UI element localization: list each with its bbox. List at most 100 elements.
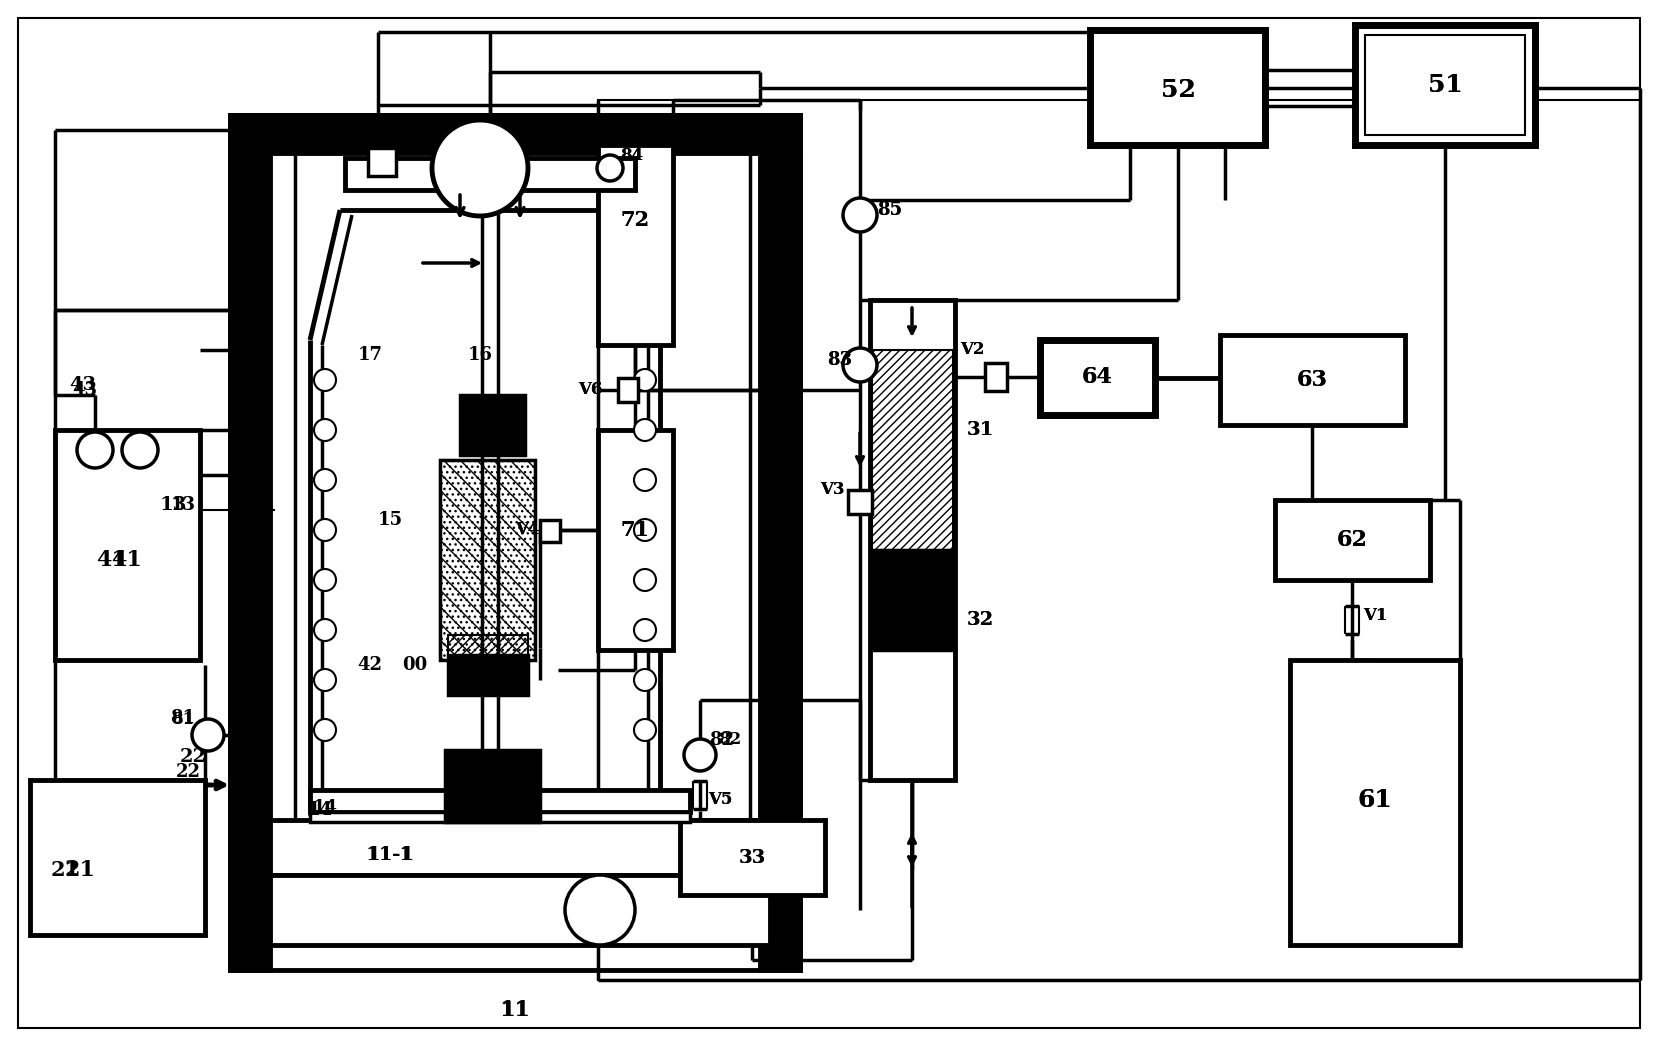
Text: 41: 41 [96,549,128,571]
Bar [310,790,689,812]
Text: V5: V5 [708,792,732,809]
Text: 17: 17 [358,345,383,364]
Text: 43: 43 [70,376,96,394]
Text: 61: 61 [1357,788,1392,812]
Circle shape [123,432,157,468]
Text: 16: 16 [467,345,492,364]
Circle shape [432,120,527,216]
Circle shape [633,619,656,641]
Bar [1289,660,1460,945]
Text: 12: 12 [240,146,267,164]
Text: 71: 71 [620,520,650,540]
Text: 72: 72 [620,210,650,230]
Circle shape [633,369,656,391]
Circle shape [313,519,336,541]
Circle shape [684,739,716,771]
Text: 72: 72 [620,210,650,230]
Bar [444,750,540,822]
Text: 82: 82 [717,731,741,748]
Bar [679,820,825,895]
Bar [230,115,800,971]
Text: 85: 85 [877,201,901,219]
Text: 63: 63 [1296,369,1327,391]
Bar [984,362,1006,391]
Circle shape [313,719,336,741]
Text: 14: 14 [307,802,333,819]
Text: 31: 31 [966,421,993,439]
Text: 64: 64 [1080,366,1112,388]
Text: 11: 11 [499,999,530,1020]
Text: V1: V1 [1362,607,1387,624]
Bar [270,875,769,945]
Bar [439,460,535,660]
Text: 00: 00 [403,656,428,674]
Circle shape [842,348,877,382]
Circle shape [633,669,656,691]
Bar [598,100,1639,980]
Bar [1089,30,1264,145]
Bar [439,460,535,660]
Bar [270,820,769,875]
Bar [872,350,953,550]
Bar [230,115,800,153]
Text: 85: 85 [877,201,901,219]
Bar [1274,500,1428,580]
Circle shape [313,369,336,391]
Text: V3: V3 [819,482,843,499]
Text: 81: 81 [171,709,196,727]
Text: V4: V4 [515,522,539,539]
Circle shape [313,669,336,691]
Text: 13: 13 [159,496,187,514]
Text: 43: 43 [73,381,98,399]
Circle shape [76,432,113,468]
Text: 13: 13 [171,496,196,514]
Text: 33: 33 [737,849,766,867]
Bar [847,490,872,514]
Circle shape [633,519,656,541]
Text: 81: 81 [171,711,194,728]
Text: 51: 51 [1427,73,1461,97]
Bar [1220,335,1403,425]
Circle shape [313,419,336,441]
Text: V3: V3 [819,482,843,499]
Text: 52: 52 [1160,78,1195,102]
Text: 33: 33 [737,849,766,867]
Bar [1039,340,1155,415]
Text: 86: 86 [527,139,553,157]
Bar [598,145,673,345]
Bar [345,158,635,190]
Circle shape [633,419,656,441]
Text: 82: 82 [709,731,734,749]
Circle shape [313,469,336,491]
Text: V6: V6 [577,382,601,399]
Text: 84: 84 [620,147,643,164]
Bar [618,378,638,402]
Text: 71: 71 [620,520,650,540]
Text: 21: 21 [65,859,96,881]
Bar [447,655,527,695]
Bar [310,812,689,822]
Text: 86: 86 [527,139,552,157]
Text: 32: 32 [966,611,993,629]
Text: 63: 63 [1296,369,1327,391]
Text: 11-1: 11-1 [365,846,414,864]
Bar [759,115,800,971]
Bar [30,780,205,935]
Circle shape [565,875,635,945]
Bar [540,520,560,542]
Bar [598,431,673,649]
Bar [230,115,270,971]
Circle shape [633,569,656,591]
Text: 41: 41 [111,549,143,571]
Bar [870,300,954,780]
Text: 12: 12 [240,146,267,164]
Bar [872,550,953,649]
Text: V5: V5 [708,792,732,809]
Text: 42: 42 [358,656,383,674]
Circle shape [313,569,336,591]
Text: 52: 52 [1160,78,1195,102]
Text: V2: V2 [959,341,984,358]
Text: 83: 83 [827,351,852,369]
Text: 51: 51 [1427,73,1461,97]
Text: 84: 84 [620,147,643,164]
